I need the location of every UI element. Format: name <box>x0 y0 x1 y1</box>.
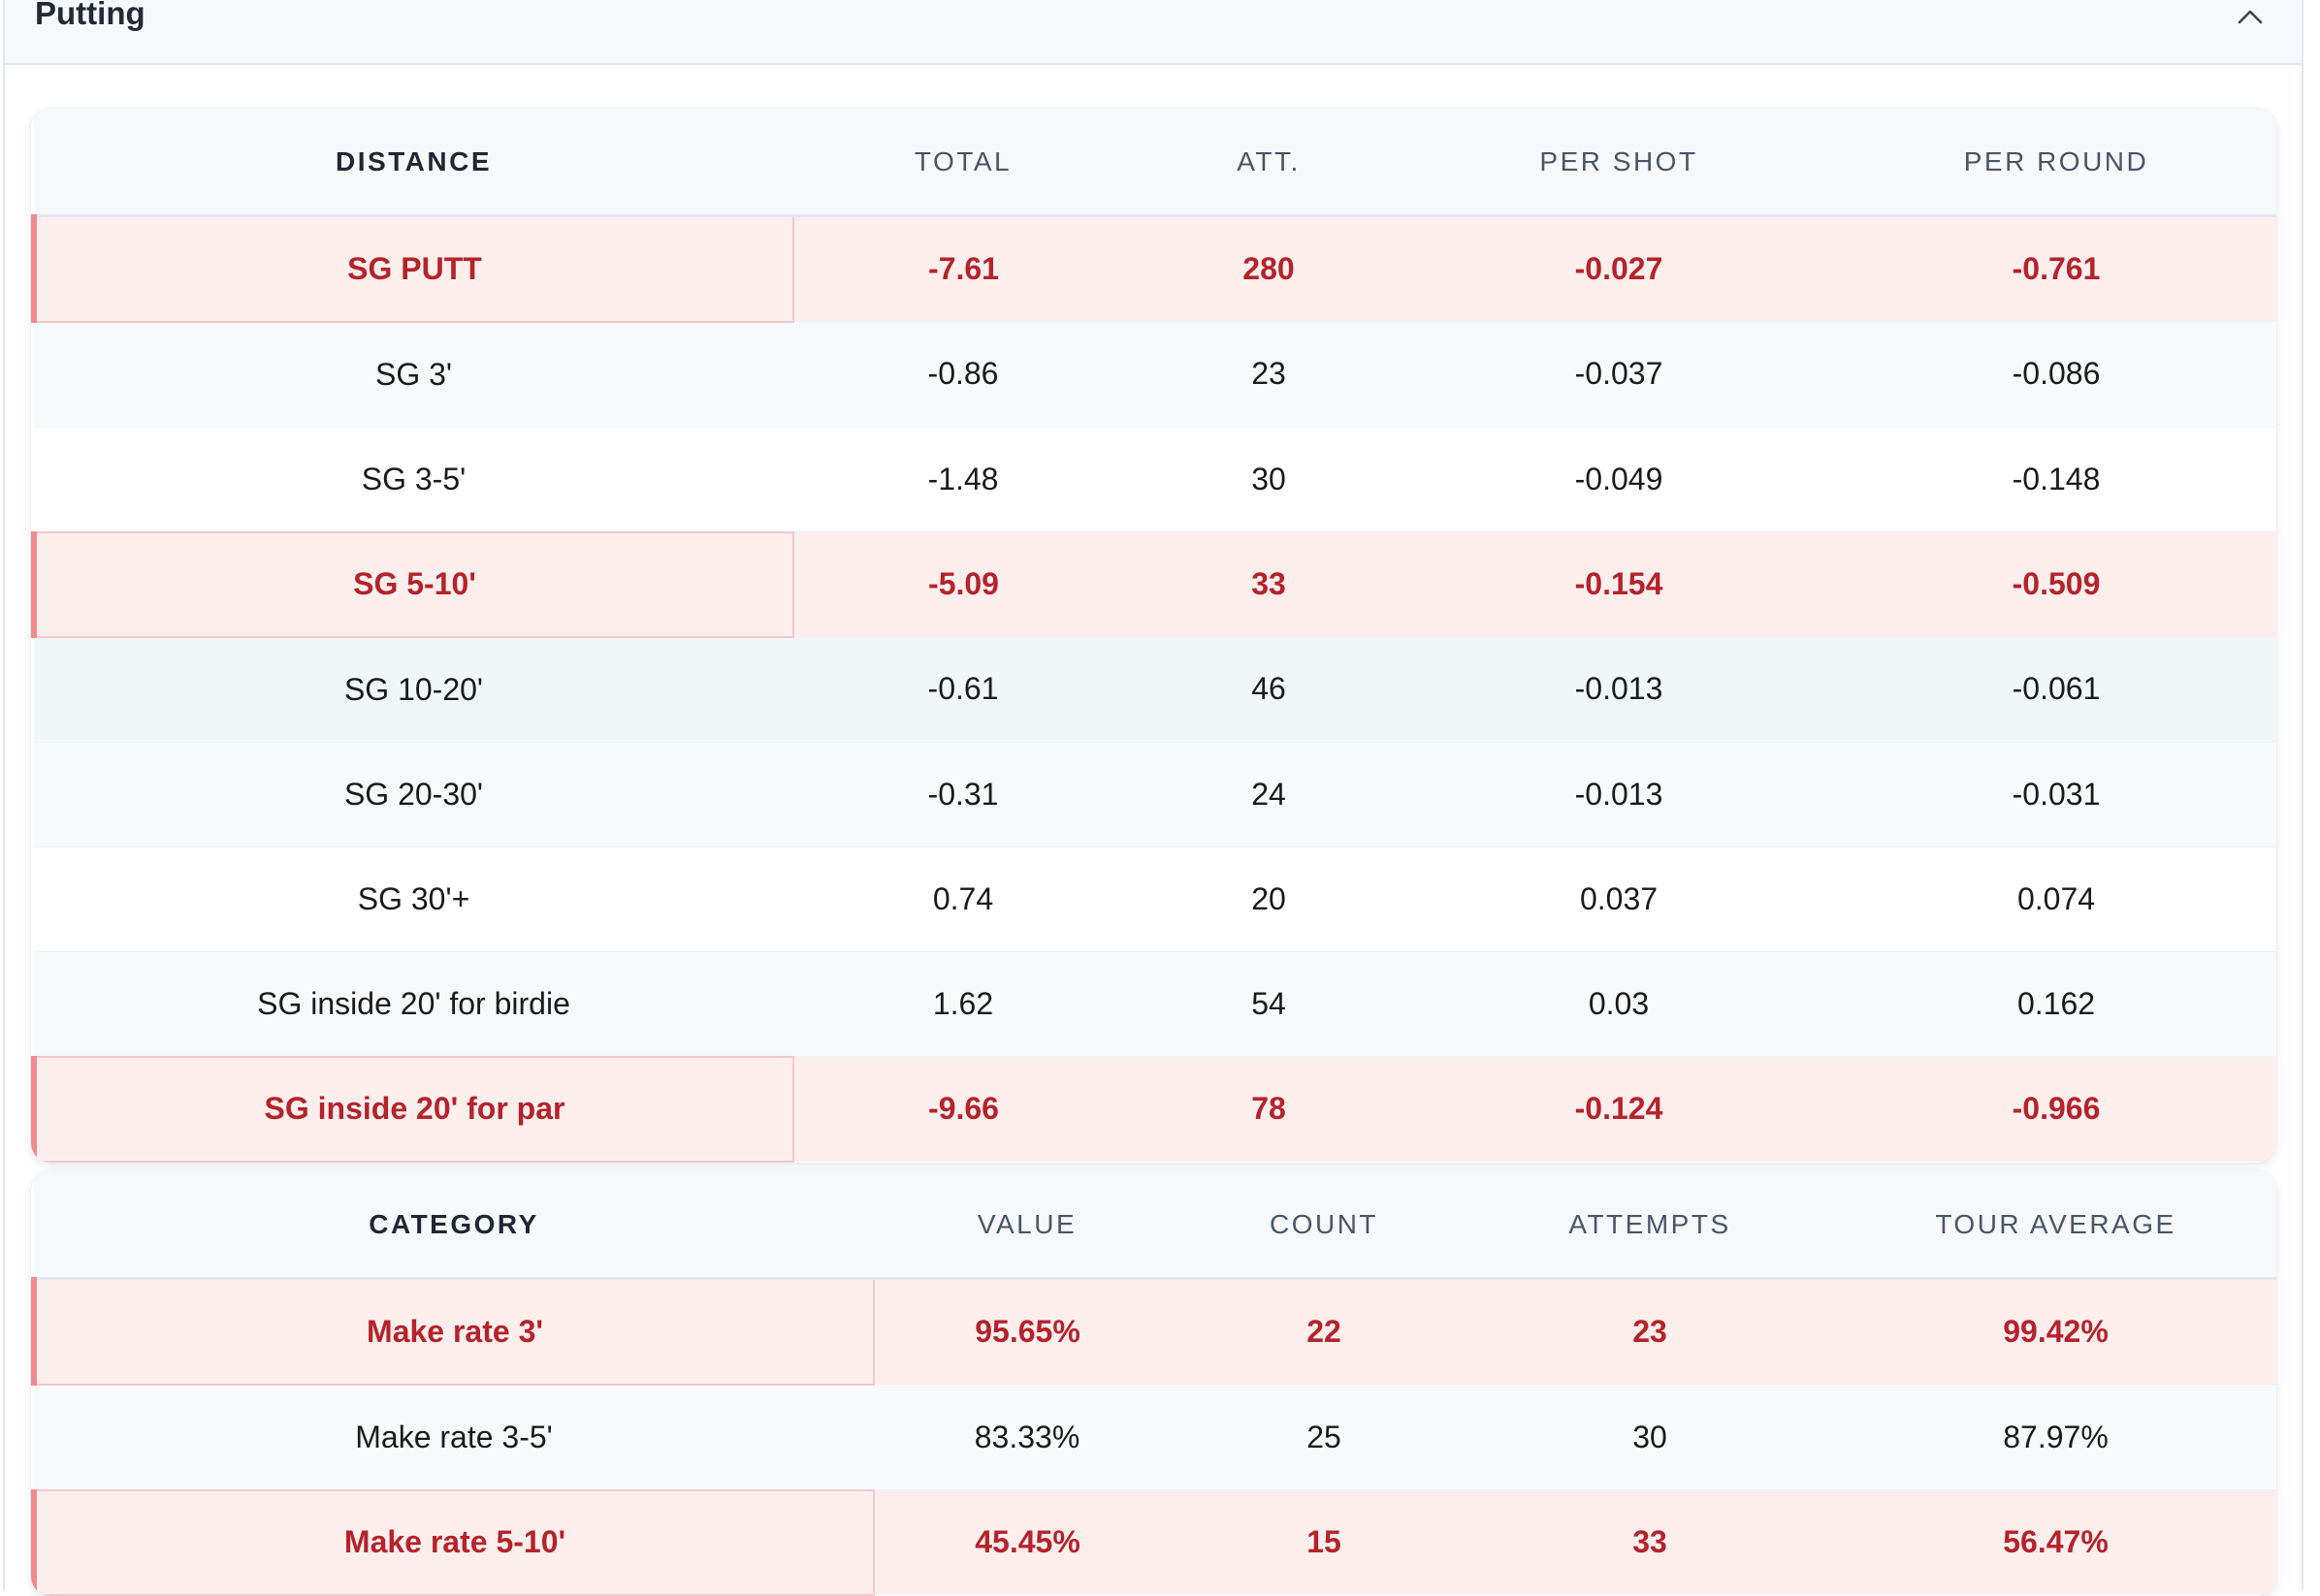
total-cell: 1.62 <box>793 951 1133 1057</box>
per-shot-cell: -0.027 <box>1404 215 1833 322</box>
row-label: SG inside 20' for birdie <box>34 951 793 1057</box>
tour-average-cell: 99.42% <box>1832 1278 2276 1385</box>
tour-average-cell: 56.47% <box>1832 1489 2276 1595</box>
total-cell: 0.74 <box>793 846 1133 952</box>
table-row: SG 10-20' -0.61 46 -0.013 -0.061 <box>34 636 2276 743</box>
attempts-cell: 46 <box>1133 636 1404 743</box>
table-row: SG 5-10' -5.09 33 -0.154 -0.509 <box>31 530 2276 638</box>
per-shot-cell: -0.037 <box>1404 321 1833 428</box>
column-header-total[interactable]: TOTAL <box>793 109 1133 217</box>
column-header-per-round[interactable]: PER ROUND <box>1833 109 2276 217</box>
table-row: Make rate 3-5' 83.33% 25 30 87.97% <box>34 1384 2276 1490</box>
per-round-cell: 0.074 <box>1833 846 2276 952</box>
per-round-cell: 0.162 <box>1833 951 2276 1057</box>
column-header-att[interactable]: ATT. <box>1133 109 1404 217</box>
attempts-cell: 23 <box>1467 1278 1832 1385</box>
table-row: SG 20-30' -0.31 24 -0.013 -0.031 <box>34 742 2276 847</box>
total-cell: -0.61 <box>793 636 1133 743</box>
row-label: SG inside 20' for par <box>31 1055 794 1163</box>
row-label: SG PUTT <box>31 214 794 323</box>
per-shot-cell: -0.013 <box>1404 636 1833 743</box>
column-header-per-shot[interactable]: PER SHOT <box>1404 109 1833 217</box>
table-row: SG inside 20' for birdie 1.62 54 0.03 0.… <box>34 951 2276 1057</box>
per-shot-cell: -0.013 <box>1404 742 1833 847</box>
count-cell: 15 <box>1180 1489 1467 1595</box>
attempts-cell: 33 <box>1133 531 1404 637</box>
per-round-cell: -0.966 <box>1833 1056 2276 1162</box>
tour-average-cell: 87.97% <box>1832 1384 2276 1490</box>
table-header-row: DISTANCE TOTAL ATT. PER SHOT PER ROUND <box>34 109 2276 217</box>
attempts-cell: 30 <box>1133 427 1404 532</box>
row-label: Make rate 5-10' <box>31 1488 875 1596</box>
per-shot-cell: -0.154 <box>1404 531 1833 637</box>
total-cell: -0.86 <box>793 321 1133 428</box>
total-cell: -9.66 <box>793 1056 1133 1162</box>
column-header-attempts[interactable]: ATTEMPTS <box>1467 1171 1832 1280</box>
value-cell: 95.65% <box>874 1278 1180 1385</box>
row-label: SG 3-5' <box>34 427 793 532</box>
row-label: SG 30'+ <box>34 846 793 952</box>
table-row: SG 30'+ 0.74 20 0.037 0.074 <box>34 846 2276 952</box>
table-row: Make rate 5-10' 45.45% 15 33 56.47% <box>31 1488 2276 1596</box>
per-round-cell: -0.031 <box>1833 742 2276 847</box>
attempts-cell: 24 <box>1133 742 1404 847</box>
attempts-cell: 33 <box>1467 1489 1832 1595</box>
count-cell: 22 <box>1180 1278 1467 1385</box>
total-cell: -1.48 <box>793 427 1133 532</box>
column-header-category[interactable]: CATEGORY <box>34 1171 874 1280</box>
table-row: SG 3' -0.86 23 -0.037 -0.086 <box>34 321 2276 428</box>
total-cell: -5.09 <box>793 531 1133 637</box>
per-shot-cell: -0.049 <box>1404 427 1833 532</box>
section-title: Putting <box>35 0 145 31</box>
chevron-up-icon[interactable] <box>2236 2 2265 31</box>
make-rate-table-card: CATEGORY VALUE COUNT ATTEMPTS TOUR AVERA… <box>31 1171 2276 1596</box>
make-rate-table: CATEGORY VALUE COUNT ATTEMPTS TOUR AVERA… <box>31 1171 2276 1596</box>
table-row: SG PUTT -7.61 280 -0.027 -0.761 <box>31 214 2276 323</box>
attempts-cell: 54 <box>1133 951 1404 1057</box>
table-header-row: CATEGORY VALUE COUNT ATTEMPTS TOUR AVERA… <box>34 1171 2276 1280</box>
table-row: SG 3-5' -1.48 30 -0.049 -0.148 <box>34 427 2276 532</box>
distance-table: DISTANCE TOTAL ATT. PER SHOT PER ROUND S… <box>31 109 2276 1163</box>
per-round-cell: -0.086 <box>1833 321 2276 428</box>
attempts-cell: 280 <box>1133 215 1404 322</box>
total-cell: -7.61 <box>793 215 1133 322</box>
row-label: SG 5-10' <box>31 530 794 638</box>
row-label: Make rate 3' <box>31 1277 875 1386</box>
per-shot-cell: 0.037 <box>1404 846 1833 952</box>
per-shot-cell: 0.03 <box>1404 951 1833 1057</box>
row-label: SG 10-20' <box>34 636 793 743</box>
table-row: SG inside 20' for par -9.66 78 -0.124 -0… <box>31 1055 2276 1163</box>
attempts-cell: 30 <box>1467 1384 1832 1490</box>
attempts-cell: 20 <box>1133 846 1404 952</box>
per-round-cell: -0.061 <box>1833 636 2276 743</box>
total-cell: -0.31 <box>793 742 1133 847</box>
count-cell: 25 <box>1180 1384 1467 1490</box>
value-cell: 83.33% <box>874 1384 1180 1490</box>
attempts-cell: 78 <box>1133 1056 1404 1162</box>
row-label: Make rate 3-5' <box>34 1384 874 1490</box>
value-cell: 45.45% <box>874 1489 1180 1595</box>
row-label: SG 20-30' <box>34 742 793 847</box>
column-header-distance[interactable]: DISTANCE <box>34 109 793 217</box>
per-round-cell: -0.148 <box>1833 427 2276 532</box>
row-label: SG 3' <box>34 321 793 428</box>
column-header-value[interactable]: VALUE <box>874 1171 1180 1280</box>
per-shot-cell: -0.124 <box>1404 1056 1833 1162</box>
column-header-tour-average[interactable]: TOUR AVERAGE <box>1832 1171 2276 1280</box>
per-round-cell: -0.761 <box>1833 215 2276 322</box>
column-header-count[interactable]: COUNT <box>1180 1171 1467 1280</box>
distance-table-card: DISTANCE TOTAL ATT. PER SHOT PER ROUND S… <box>31 109 2276 1163</box>
per-round-cell: -0.509 <box>1833 531 2276 637</box>
table-row: Make rate 3' 95.65% 22 23 99.42% <box>31 1277 2276 1386</box>
putting-section-header[interactable]: Putting <box>5 0 2302 65</box>
attempts-cell: 23 <box>1133 321 1404 428</box>
